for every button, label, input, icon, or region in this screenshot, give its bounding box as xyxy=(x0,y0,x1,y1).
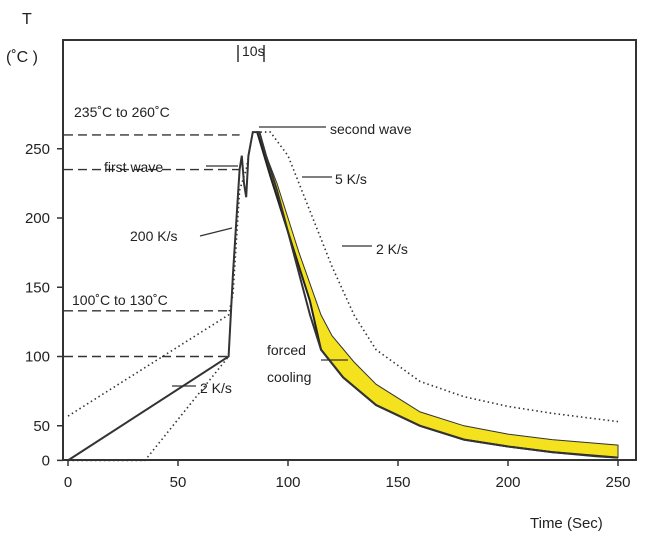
reference-lines-layer xyxy=(64,134,240,358)
x-axis-title: Time (Sec) xyxy=(530,515,603,532)
annotation-range-top: 235˚C to 260˚C xyxy=(74,104,170,120)
plot-frame xyxy=(62,39,637,461)
series-line-0-solid xyxy=(67,131,619,462)
annotation-range-bottom: 100˚C to 130˚C xyxy=(72,292,168,308)
annotation-first-wave: first wave xyxy=(104,159,163,175)
y-tick-label-200: 200 xyxy=(25,210,50,227)
annotation-10s: 10s xyxy=(242,43,265,59)
x-tick-label-100: 100 xyxy=(275,474,300,491)
annotation-rate-2-right: 2 K/s xyxy=(376,241,408,257)
y-tick-label-0: 0 xyxy=(42,452,50,469)
y-tick-label-150: 150 xyxy=(25,279,50,296)
forced-cooling-band xyxy=(256,131,619,459)
annotation-cooling: cooling xyxy=(267,369,311,385)
annotation-rate-5: 5 K/s xyxy=(335,171,367,187)
y-tick-label-100: 100 xyxy=(25,349,50,366)
x-tick-label-0: 0 xyxy=(64,474,72,491)
leader-rate-200 xyxy=(199,227,233,237)
x-tick-label-50: 50 xyxy=(170,474,187,491)
x-tick-label-150: 150 xyxy=(385,474,410,491)
forced-cooling-band-layer xyxy=(256,131,619,459)
annotation-second-wave: second wave xyxy=(330,121,412,137)
y-axis-unit: (˚C ) xyxy=(6,49,38,66)
x-tick-label-200: 200 xyxy=(495,474,520,491)
y-tick-label-50: 50 xyxy=(33,418,50,435)
series-layer xyxy=(67,131,619,462)
annotation-leaders-layer xyxy=(172,45,372,387)
annotation-rate-200: 200 K/s xyxy=(130,228,177,244)
y-tick-label-250: 250 xyxy=(25,141,50,158)
annotation-forced: forced xyxy=(267,342,306,358)
x-tick-label-250: 250 xyxy=(605,474,630,491)
annotation-rate-2-left: 2 K/s xyxy=(200,380,232,396)
y-axis-symbol: T xyxy=(22,11,32,28)
ticks-layer: 0 50 100 150 200 250 0 50 100 150 200 250 xyxy=(25,141,631,491)
series-line-1-dotted xyxy=(67,131,619,423)
series-line-2-dotted xyxy=(68,355,230,462)
